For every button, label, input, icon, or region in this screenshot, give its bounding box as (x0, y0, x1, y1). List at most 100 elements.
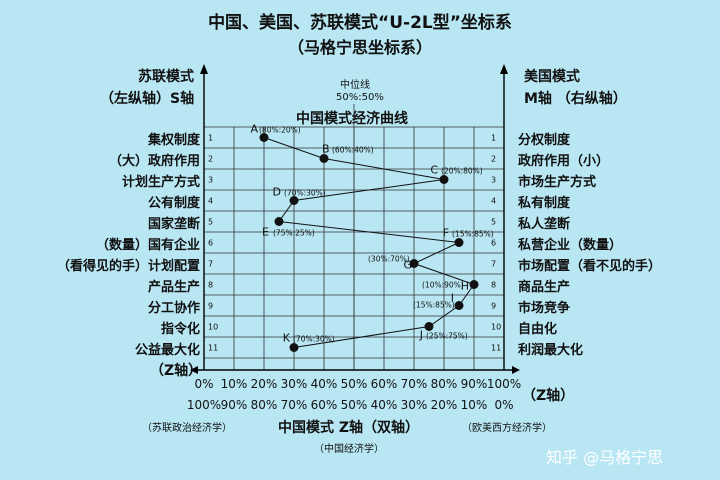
row-number-left: 5 (208, 218, 213, 227)
row-label-right: 自由化 (518, 321, 558, 337)
row-label-right: 分权制度 (518, 132, 571, 148)
row-label-left: 公有制度 (147, 195, 200, 211)
row-number-right: 3 (491, 176, 496, 185)
row-label-left: （大）政府作用 (108, 153, 200, 169)
row-label-right: 政府作用（小） (518, 153, 610, 169)
row-number-left: 10 (208, 323, 218, 332)
left-axis-subtitle: （左纵轴）S轴 (100, 91, 195, 107)
z-axis-left-arrow-icon (190, 366, 198, 374)
right-axis-subtitle: M轴 （右纵轴） (524, 91, 627, 107)
point-h-label: (10%:90%) (422, 281, 464, 290)
point-c-label: (20%:80%) (441, 167, 483, 176)
point-f-label: (15%:85%) (452, 230, 494, 239)
row-number-left: 4 (208, 197, 213, 206)
point-b-letter: B (322, 143, 330, 156)
row-number-right: 6 (491, 239, 496, 248)
curve-title: 中国模式经济曲线 (296, 111, 408, 127)
point-e-letter: E (262, 226, 269, 239)
z-axis-right-arrow-icon (512, 366, 520, 374)
z-axis-top-tick: 30% (281, 377, 308, 391)
z-axis-bottom-tick: 80% (251, 398, 278, 412)
point-k-letter: K (283, 332, 291, 345)
z-axis-top-tick: 0% (194, 377, 213, 391)
z-axis-top-tick: 100% (487, 377, 521, 391)
z-axis-top-tick: 70% (401, 377, 428, 391)
z-axis-bottom-tick: 50% (341, 398, 368, 412)
row-label-right: 市场竞争 (518, 300, 571, 316)
point-d-letter: D (273, 186, 281, 199)
row-number-right: 1 (491, 134, 496, 143)
z-axis-top-tick: 10% (221, 377, 248, 391)
row-number-left: 9 (208, 302, 213, 311)
z-axis-top-tick: 90% (461, 377, 488, 391)
point-j-marker (424, 322, 434, 331)
right-axis-title: 美国模式 (524, 69, 580, 85)
row-number-right: 11 (491, 344, 501, 353)
z-axis-bottom-tick: 70% (281, 398, 308, 412)
left-axis-arrow-icon (200, 64, 208, 74)
row-label-left: 产品生产 (147, 279, 200, 295)
z-axis-bottom-tick: 100% (187, 398, 221, 412)
point-f-letter: F (443, 227, 449, 240)
row-label-left: 国家垄断 (147, 216, 200, 232)
bottom-center-note: （中国经济学） (314, 444, 384, 455)
row-number-right: 4 (491, 197, 496, 206)
row-number-left: 6 (208, 239, 213, 248)
row-label-left: 指令化 (160, 321, 200, 337)
row-label-left: （看得见的手）计划配置 (56, 258, 200, 274)
row-number-right: 8 (491, 281, 496, 290)
row-number-left: 2 (208, 155, 213, 164)
left-axis-title: 苏联模式 (138, 69, 194, 85)
row-label-right: 利润最大化 (518, 342, 584, 358)
row-label-right: 商品生产 (518, 279, 571, 295)
point-h-marker (469, 280, 479, 289)
page-subtitle: （马格宁思坐标系） (287, 38, 432, 57)
point-k-marker (289, 343, 299, 352)
row-label-right: 市场配置（看不见的手） (518, 258, 662, 274)
row-number-right: 10 (491, 323, 501, 332)
median-value: 50%:50% (336, 92, 384, 103)
row-number-left: 7 (208, 260, 213, 269)
z-axis-bottom-tick: 90% (221, 398, 248, 412)
point-g-letter: G (403, 259, 412, 272)
z-axis-top-tick: 50% (341, 377, 368, 391)
row-label-right: 市场生产方式 (518, 174, 597, 190)
point-a-letter: A (250, 123, 258, 136)
row-number-right: 2 (491, 155, 496, 164)
point-b-marker (319, 154, 329, 163)
z-axis-top-tick: 60% (371, 377, 398, 391)
point-f-marker (454, 238, 464, 247)
bottom-z-label: （Z轴） (522, 388, 575, 404)
point-e-label: (75%:25%) (273, 229, 315, 238)
z-axis-bottom-tick: 20% (431, 398, 458, 412)
row-number-left: 11 (208, 344, 218, 353)
row-number-left: 3 (208, 176, 213, 185)
point-g-label: (30%:70%) (368, 255, 410, 264)
point-h-letter: H (461, 280, 469, 293)
row-number-left: 8 (208, 281, 213, 290)
z-axis-bottom-tick: 10% (461, 398, 488, 412)
point-i-letter: I (451, 292, 454, 305)
row-label-left: 计划生产方式 (121, 174, 200, 190)
median-label: 中位线 (340, 80, 370, 91)
point-g-marker (409, 259, 419, 268)
z-axis-bottom-tick: 0% (494, 398, 513, 412)
row-label-right: 私有制度 (518, 195, 571, 211)
bottom-left-note: （苏联政治经济学） (142, 423, 232, 434)
left-z-label: （Z轴） (150, 363, 203, 379)
point-j-letter: J (419, 329, 423, 342)
row-label-left: 公益最大化 (134, 342, 200, 358)
z-axis-top-tick: 20% (251, 377, 278, 391)
point-d-marker (289, 196, 299, 205)
point-c-letter: C (430, 164, 438, 177)
row-number-right: 7 (491, 260, 496, 269)
z-axis-top-tick: 40% (311, 377, 338, 391)
bottom-right-note: （欧美西方经济学） (462, 423, 552, 434)
row-label-left: （数量）国有企业 (95, 237, 200, 253)
row-number-right: 9 (491, 302, 496, 311)
row-number-right: 5 (491, 218, 496, 227)
row-label-left: 集权制度 (147, 132, 200, 148)
point-j-label: (25%:75%) (426, 332, 468, 341)
point-a-label: (80%:20%) (259, 126, 301, 135)
point-d-label: (70%:30%) (284, 189, 326, 198)
